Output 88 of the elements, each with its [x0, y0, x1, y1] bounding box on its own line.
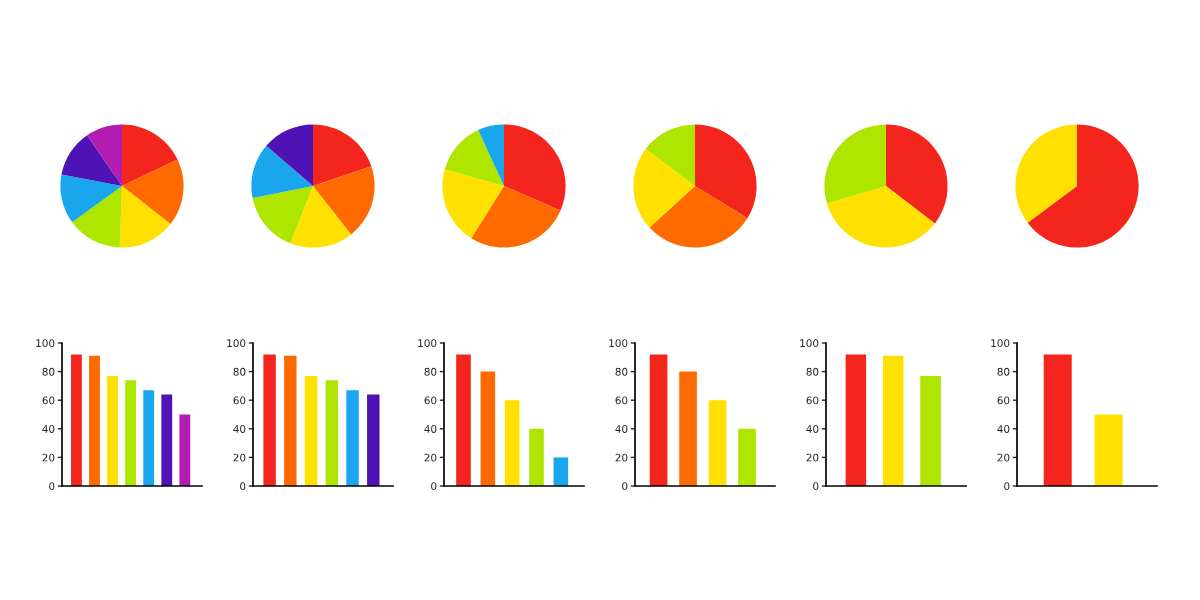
pie-slice	[886, 124, 948, 224]
pie-slice	[87, 124, 122, 186]
bar	[553, 457, 569, 486]
pie-slice	[826, 186, 935, 248]
y-tick-label: 80	[233, 367, 246, 376]
y-tick-label: 60	[233, 396, 246, 405]
y-tick-label: 20	[233, 453, 246, 462]
pie-slice	[1015, 124, 1077, 223]
y-tick-label: 40	[42, 425, 55, 433]
bar	[107, 375, 118, 486]
pie-slice	[313, 166, 375, 235]
pie-slice	[122, 124, 178, 186]
y-tick-label: 100	[36, 339, 55, 348]
pie-slice	[122, 159, 184, 225]
bar	[179, 414, 191, 486]
bar	[649, 354, 668, 486]
bar	[367, 394, 380, 486]
y-tick-label: 60	[615, 396, 628, 405]
bar	[845, 354, 867, 486]
y-tick-label: 80	[424, 367, 437, 376]
bar	[346, 390, 359, 486]
pie-slice	[266, 124, 313, 186]
pie-slice	[633, 148, 695, 228]
y-tick-label: 100	[800, 339, 819, 348]
bar	[456, 354, 471, 486]
bar	[708, 400, 727, 486]
pie-slice	[824, 124, 886, 204]
bar	[143, 390, 155, 486]
bar	[738, 428, 756, 486]
pie-slice	[442, 169, 504, 239]
pie-slice	[60, 174, 122, 223]
y-tick-label: 60	[997, 396, 1010, 405]
bar	[325, 380, 339, 486]
bar	[89, 355, 100, 486]
pie-slice	[72, 186, 122, 248]
pie-slice	[645, 124, 695, 186]
y-tick-label: 80	[42, 367, 55, 376]
y-tick-label: 100	[991, 339, 1010, 348]
y-tick-label: 80	[997, 367, 1010, 376]
y-tick-label: 20	[615, 453, 628, 462]
bar	[304, 375, 318, 486]
y-tick-label: 80	[615, 367, 628, 376]
bar	[125, 380, 137, 486]
y-tick-label: 60	[806, 396, 819, 405]
pie-slice	[251, 145, 313, 198]
bar	[480, 371, 496, 486]
y-tick-label: 100	[609, 339, 628, 348]
pie-slice	[313, 124, 372, 186]
bar	[504, 400, 520, 486]
bar	[71, 354, 82, 486]
y-tick-label: 80	[806, 367, 819, 376]
y-tick-label: 100	[227, 339, 246, 348]
y-tick-label: 20	[806, 453, 819, 462]
y-tick-label: 60	[42, 396, 55, 405]
bar	[920, 375, 941, 486]
pie-slice	[252, 186, 313, 244]
bar	[882, 355, 904, 486]
pie-slice	[290, 186, 352, 248]
y-tick-label: 0	[622, 482, 628, 491]
y-tick-label: 20	[424, 453, 437, 462]
y-tick-label: 0	[813, 482, 819, 491]
bar	[284, 355, 297, 486]
pie-slice	[119, 186, 171, 248]
y-tick-label: 0	[1004, 482, 1010, 491]
y-tick-label: 40	[615, 425, 628, 433]
bar	[161, 394, 173, 486]
pie-slice	[478, 124, 504, 186]
y-tick-label: 0	[240, 482, 246, 491]
y-tick-label: 40	[806, 425, 819, 433]
bar	[529, 428, 544, 486]
y-tick-label: 20	[42, 453, 55, 462]
pie-slice	[1027, 124, 1139, 248]
y-tick-label: 40	[233, 425, 246, 433]
y-tick-label: 20	[997, 453, 1010, 462]
pie-slice	[504, 124, 566, 211]
pie-slice	[471, 186, 561, 248]
pie-slice	[61, 135, 122, 186]
y-tick-label: 40	[424, 425, 437, 433]
y-tick-label: 0	[49, 482, 55, 491]
bar	[263, 354, 276, 486]
y-tick-label: 60	[424, 396, 437, 405]
pie-slice	[649, 186, 748, 248]
y-tick-label: 40	[997, 425, 1010, 433]
pie-slice	[444, 130, 504, 186]
bar	[679, 371, 697, 486]
pie-slice	[695, 124, 757, 219]
y-tick-label: 100	[418, 339, 437, 348]
y-tick-label: 0	[431, 482, 437, 491]
